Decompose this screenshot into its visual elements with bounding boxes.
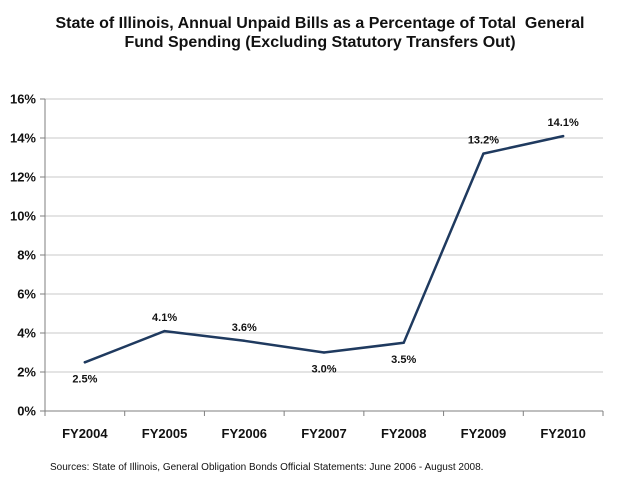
data-point (561, 134, 565, 138)
x-tick-label: FY2005 (142, 426, 188, 441)
y-tick-label: 16% (10, 92, 36, 107)
data-point (243, 339, 246, 342)
y-tick-label: 6% (17, 287, 36, 302)
source-note: Sources: State of Illinois, General Obli… (50, 462, 484, 473)
y-tick-label: 0% (17, 404, 36, 419)
data-label: 3.6% (232, 322, 257, 334)
x-tick-label: FY2009 (461, 426, 507, 441)
chart-title-line-1: State of Illinois, Annual Unpaid Bills a… (55, 15, 585, 32)
data-point (83, 361, 87, 364)
x-tick-label: FY2007 (301, 426, 347, 441)
data-point (322, 351, 326, 354)
x-tick-label: FY2010 (540, 426, 586, 441)
y-tick-label: 8% (17, 248, 36, 263)
data-label: 13.2% (468, 135, 499, 147)
data-point (163, 329, 166, 333)
data-label: 3.5% (391, 354, 416, 366)
y-tick-label: 12% (10, 170, 36, 185)
y-tick-label: 2% (17, 365, 36, 380)
data-point (482, 152, 485, 155)
x-tick-label: FY2008 (381, 426, 427, 441)
data-point (402, 341, 405, 344)
series-line (83, 134, 565, 364)
data-label: 14.1% (548, 117, 579, 129)
y-tick-label: 4% (17, 326, 36, 341)
x-tick-label: FY2006 (222, 426, 268, 441)
y-tick-label: 14% (10, 131, 36, 146)
data-label: 3.0% (311, 364, 336, 376)
data-label: 4.1% (152, 312, 177, 324)
chart-title-line-2: Fund Spending (Excluding Statutory Trans… (124, 34, 516, 51)
x-tick-label: FY2004 (62, 426, 108, 441)
data-label: 2.5% (72, 373, 97, 385)
y-tick-label: 10% (10, 209, 36, 224)
chart-title: State of Illinois, Annual Unpaid Bills a… (0, 14, 640, 52)
